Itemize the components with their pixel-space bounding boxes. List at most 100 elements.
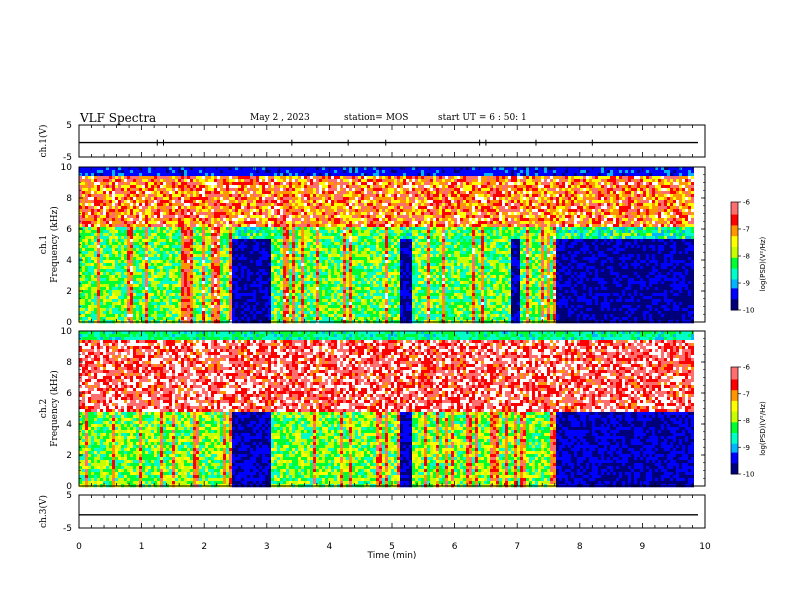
colorbar-cell: [731, 274, 738, 277]
colorbar-cell: [731, 397, 738, 400]
colorbar-cell: [731, 245, 738, 248]
colorbar-cell: [731, 440, 738, 443]
colorbar-cell: [731, 212, 738, 216]
colorbar-cell: [731, 304, 738, 307]
colorbar-tick-label: -7: [743, 226, 750, 234]
colorbar-cell: [731, 218, 738, 221]
colorbar-cell: [731, 272, 738, 275]
colorbar-cell: [731, 202, 738, 205]
y-tick-label: 2: [66, 451, 72, 461]
y-axis-label: ch.1(V): [38, 125, 49, 158]
spectrogram-1: [79, 167, 707, 324]
colorbar-cell: [731, 216, 738, 219]
date-label: May 2 , 2023: [250, 113, 310, 123]
colorbar-cell: [731, 456, 738, 459]
colorbar-cell: [731, 400, 738, 404]
y-axis-label: ch.3(V): [38, 495, 49, 528]
colorbar-tick-label: -6: [743, 199, 751, 207]
colorbar-cell: [731, 209, 738, 212]
colorbar-cell: [731, 270, 738, 273]
y-tick-label: 10: [61, 163, 73, 173]
colorbar-cell: [731, 265, 738, 268]
y-tick-label: 8: [66, 194, 72, 204]
colorbar-cell: [731, 399, 738, 402]
colorbar-cell: [731, 443, 738, 446]
colorbar-cell: [731, 452, 738, 455]
colorbar-cell: [731, 465, 738, 468]
colorbar-cell: [731, 449, 738, 452]
x-tick-label: 8: [577, 542, 583, 552]
colorbar-cell: [731, 463, 738, 466]
y-tick-label: 6: [66, 225, 72, 235]
colorbar-cell: [731, 283, 738, 286]
y-tick-label: 2: [66, 287, 72, 297]
colorbar-cell: [731, 406, 738, 409]
colorbar-cell: [731, 263, 738, 266]
colorbar-cell: [731, 427, 738, 430]
x-tick-label: 3: [264, 542, 270, 552]
colorbar-cell: [731, 470, 738, 473]
colorbar-cell: [731, 238, 738, 241]
y-tick-label: 8: [66, 358, 72, 368]
colorbar-cell: [731, 445, 738, 448]
colorbar-cell: [731, 466, 738, 470]
x-tick-label: 6: [452, 542, 458, 552]
colorbar-cell: [731, 221, 738, 225]
colorbar-cell: [731, 438, 738, 441]
colorbar-cell: [731, 436, 738, 439]
colorbar-cell: [731, 234, 738, 237]
colorbar-cell: [731, 302, 738, 306]
colorbar-cell: [731, 372, 738, 375]
y-tick-label: 4: [66, 256, 72, 266]
colorbar-cell: [731, 308, 738, 311]
colorbar-tick-label: -10: [743, 471, 754, 479]
colorbar-cell: [731, 203, 738, 207]
colorbar-cell: [731, 257, 738, 261]
colorbar-cell: [731, 472, 738, 475]
colorbar-cell: [731, 386, 738, 389]
colorbar-cell: [731, 247, 738, 250]
station-label: station= MOS: [344, 113, 408, 123]
colorbar-tick-label: -7: [743, 390, 750, 398]
y-axis-label: Frequency (kHz): [49, 206, 60, 283]
y-tick-label: 6: [66, 389, 72, 399]
x-axis-label: Time (min): [367, 551, 417, 561]
colorbar-cell: [731, 383, 738, 386]
colorbar-cell: [731, 248, 738, 252]
colorbar-cell: [731, 391, 738, 395]
y-tick-label: -5: [63, 524, 72, 534]
colorbar-cell: [731, 281, 738, 284]
colorbar-cell: [731, 418, 738, 421]
colorbar-cell: [731, 422, 738, 425]
colorbar-cell: [731, 416, 738, 420]
colorbar-label: log(PSD)(V²/Hz): [759, 401, 767, 456]
colorbar-cell: [731, 468, 738, 471]
colorbar-cell: [731, 434, 738, 438]
colorbar-cell: [731, 395, 738, 398]
colorbar-tick-label: -6: [743, 364, 751, 372]
colorbar-cell: [731, 388, 738, 391]
x-tick-label: 1: [139, 542, 145, 552]
y-tick-label: 10: [61, 327, 73, 337]
y-tick-label: 5: [66, 491, 72, 501]
colorbar-cell: [731, 256, 738, 259]
colorbar-cell: [731, 232, 738, 235]
colorbar-cell: [731, 454, 738, 457]
x-tick-label: 2: [201, 542, 207, 552]
colorbar-cell: [731, 220, 738, 223]
y-tick-label: 0: [66, 318, 72, 328]
y-axis-label: Frequency (kHz): [49, 370, 60, 447]
colorbar-tick-label: -10: [743, 307, 754, 315]
colorbar-cell: [731, 390, 738, 393]
colorbar-cell: [731, 408, 738, 411]
colorbar-cell: [731, 415, 738, 418]
colorbar-cell: [731, 290, 738, 293]
colorbar-tick-label: -9: [743, 280, 750, 288]
colorbar-cell: [731, 286, 738, 289]
x-tick-label: 7: [514, 542, 520, 552]
colorbar-cell: [731, 379, 738, 382]
colorbar-cell: [731, 243, 738, 246]
colorbar-cell: [731, 241, 738, 244]
colorbar-cell: [731, 368, 738, 372]
